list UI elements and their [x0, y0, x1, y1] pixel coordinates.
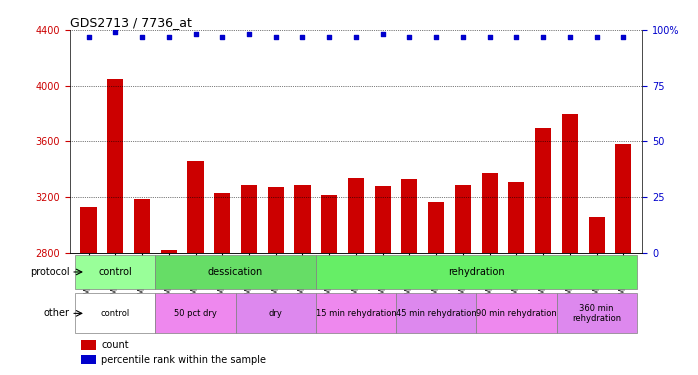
Point	[350, 34, 362, 40]
Bar	[348, 178, 364, 375]
FancyBboxPatch shape	[316, 293, 396, 333]
Bar	[428, 202, 444, 375]
Bar	[268, 188, 284, 375]
Text: GDS2713 / 7736_at: GDS2713 / 7736_at	[70, 16, 192, 29]
FancyBboxPatch shape	[156, 255, 316, 289]
Point	[591, 34, 602, 40]
Point	[484, 34, 496, 40]
Point	[537, 34, 549, 40]
Bar	[80, 207, 96, 375]
Point	[190, 32, 201, 38]
Point	[136, 34, 147, 40]
FancyBboxPatch shape	[316, 255, 637, 289]
Text: 360 min
rehydration: 360 min rehydration	[572, 304, 621, 323]
Point	[457, 34, 468, 40]
Text: 45 min rehydration: 45 min rehydration	[396, 309, 477, 318]
Text: 15 min rehydration: 15 min rehydration	[315, 309, 396, 318]
Bar	[134, 198, 150, 375]
Bar	[295, 184, 311, 375]
FancyBboxPatch shape	[236, 293, 316, 333]
Text: count: count	[101, 340, 129, 350]
Bar	[241, 184, 257, 375]
Bar	[455, 184, 471, 375]
FancyBboxPatch shape	[396, 293, 476, 333]
Bar	[588, 217, 604, 375]
Point	[110, 29, 121, 35]
FancyBboxPatch shape	[556, 293, 637, 333]
Text: percentile rank within the sample: percentile rank within the sample	[101, 354, 266, 364]
Bar	[482, 174, 498, 375]
Text: control: control	[101, 309, 130, 318]
Bar	[321, 195, 337, 375]
Point	[163, 34, 174, 40]
Bar	[188, 161, 204, 375]
FancyBboxPatch shape	[156, 293, 236, 333]
Text: dessication: dessication	[208, 267, 263, 277]
Point	[270, 34, 281, 40]
Point	[297, 34, 308, 40]
Point	[565, 34, 576, 40]
Point	[431, 34, 442, 40]
Point	[244, 32, 255, 38]
Bar	[107, 79, 124, 375]
Text: 50 pct dry: 50 pct dry	[174, 309, 217, 318]
FancyBboxPatch shape	[476, 293, 556, 333]
Bar	[401, 179, 417, 375]
Point	[618, 34, 629, 40]
FancyBboxPatch shape	[75, 255, 156, 289]
Bar	[375, 186, 391, 375]
Text: other: other	[44, 308, 70, 318]
Point	[511, 34, 522, 40]
Bar	[81, 340, 96, 350]
FancyBboxPatch shape	[75, 293, 156, 333]
Bar	[161, 250, 177, 375]
Point	[324, 34, 335, 40]
Text: 90 min rehydration: 90 min rehydration	[476, 309, 557, 318]
Point	[83, 34, 94, 40]
Point	[216, 34, 228, 40]
Bar	[508, 182, 524, 375]
Text: protocol: protocol	[30, 267, 70, 277]
Bar	[214, 193, 230, 375]
Bar	[616, 144, 632, 375]
Text: dry: dry	[269, 309, 283, 318]
Point	[377, 32, 388, 38]
Point	[404, 34, 415, 40]
Bar	[562, 114, 578, 375]
Bar	[81, 355, 96, 364]
Bar	[535, 128, 551, 375]
Text: control: control	[98, 267, 132, 277]
Text: rehydration: rehydration	[448, 267, 505, 277]
